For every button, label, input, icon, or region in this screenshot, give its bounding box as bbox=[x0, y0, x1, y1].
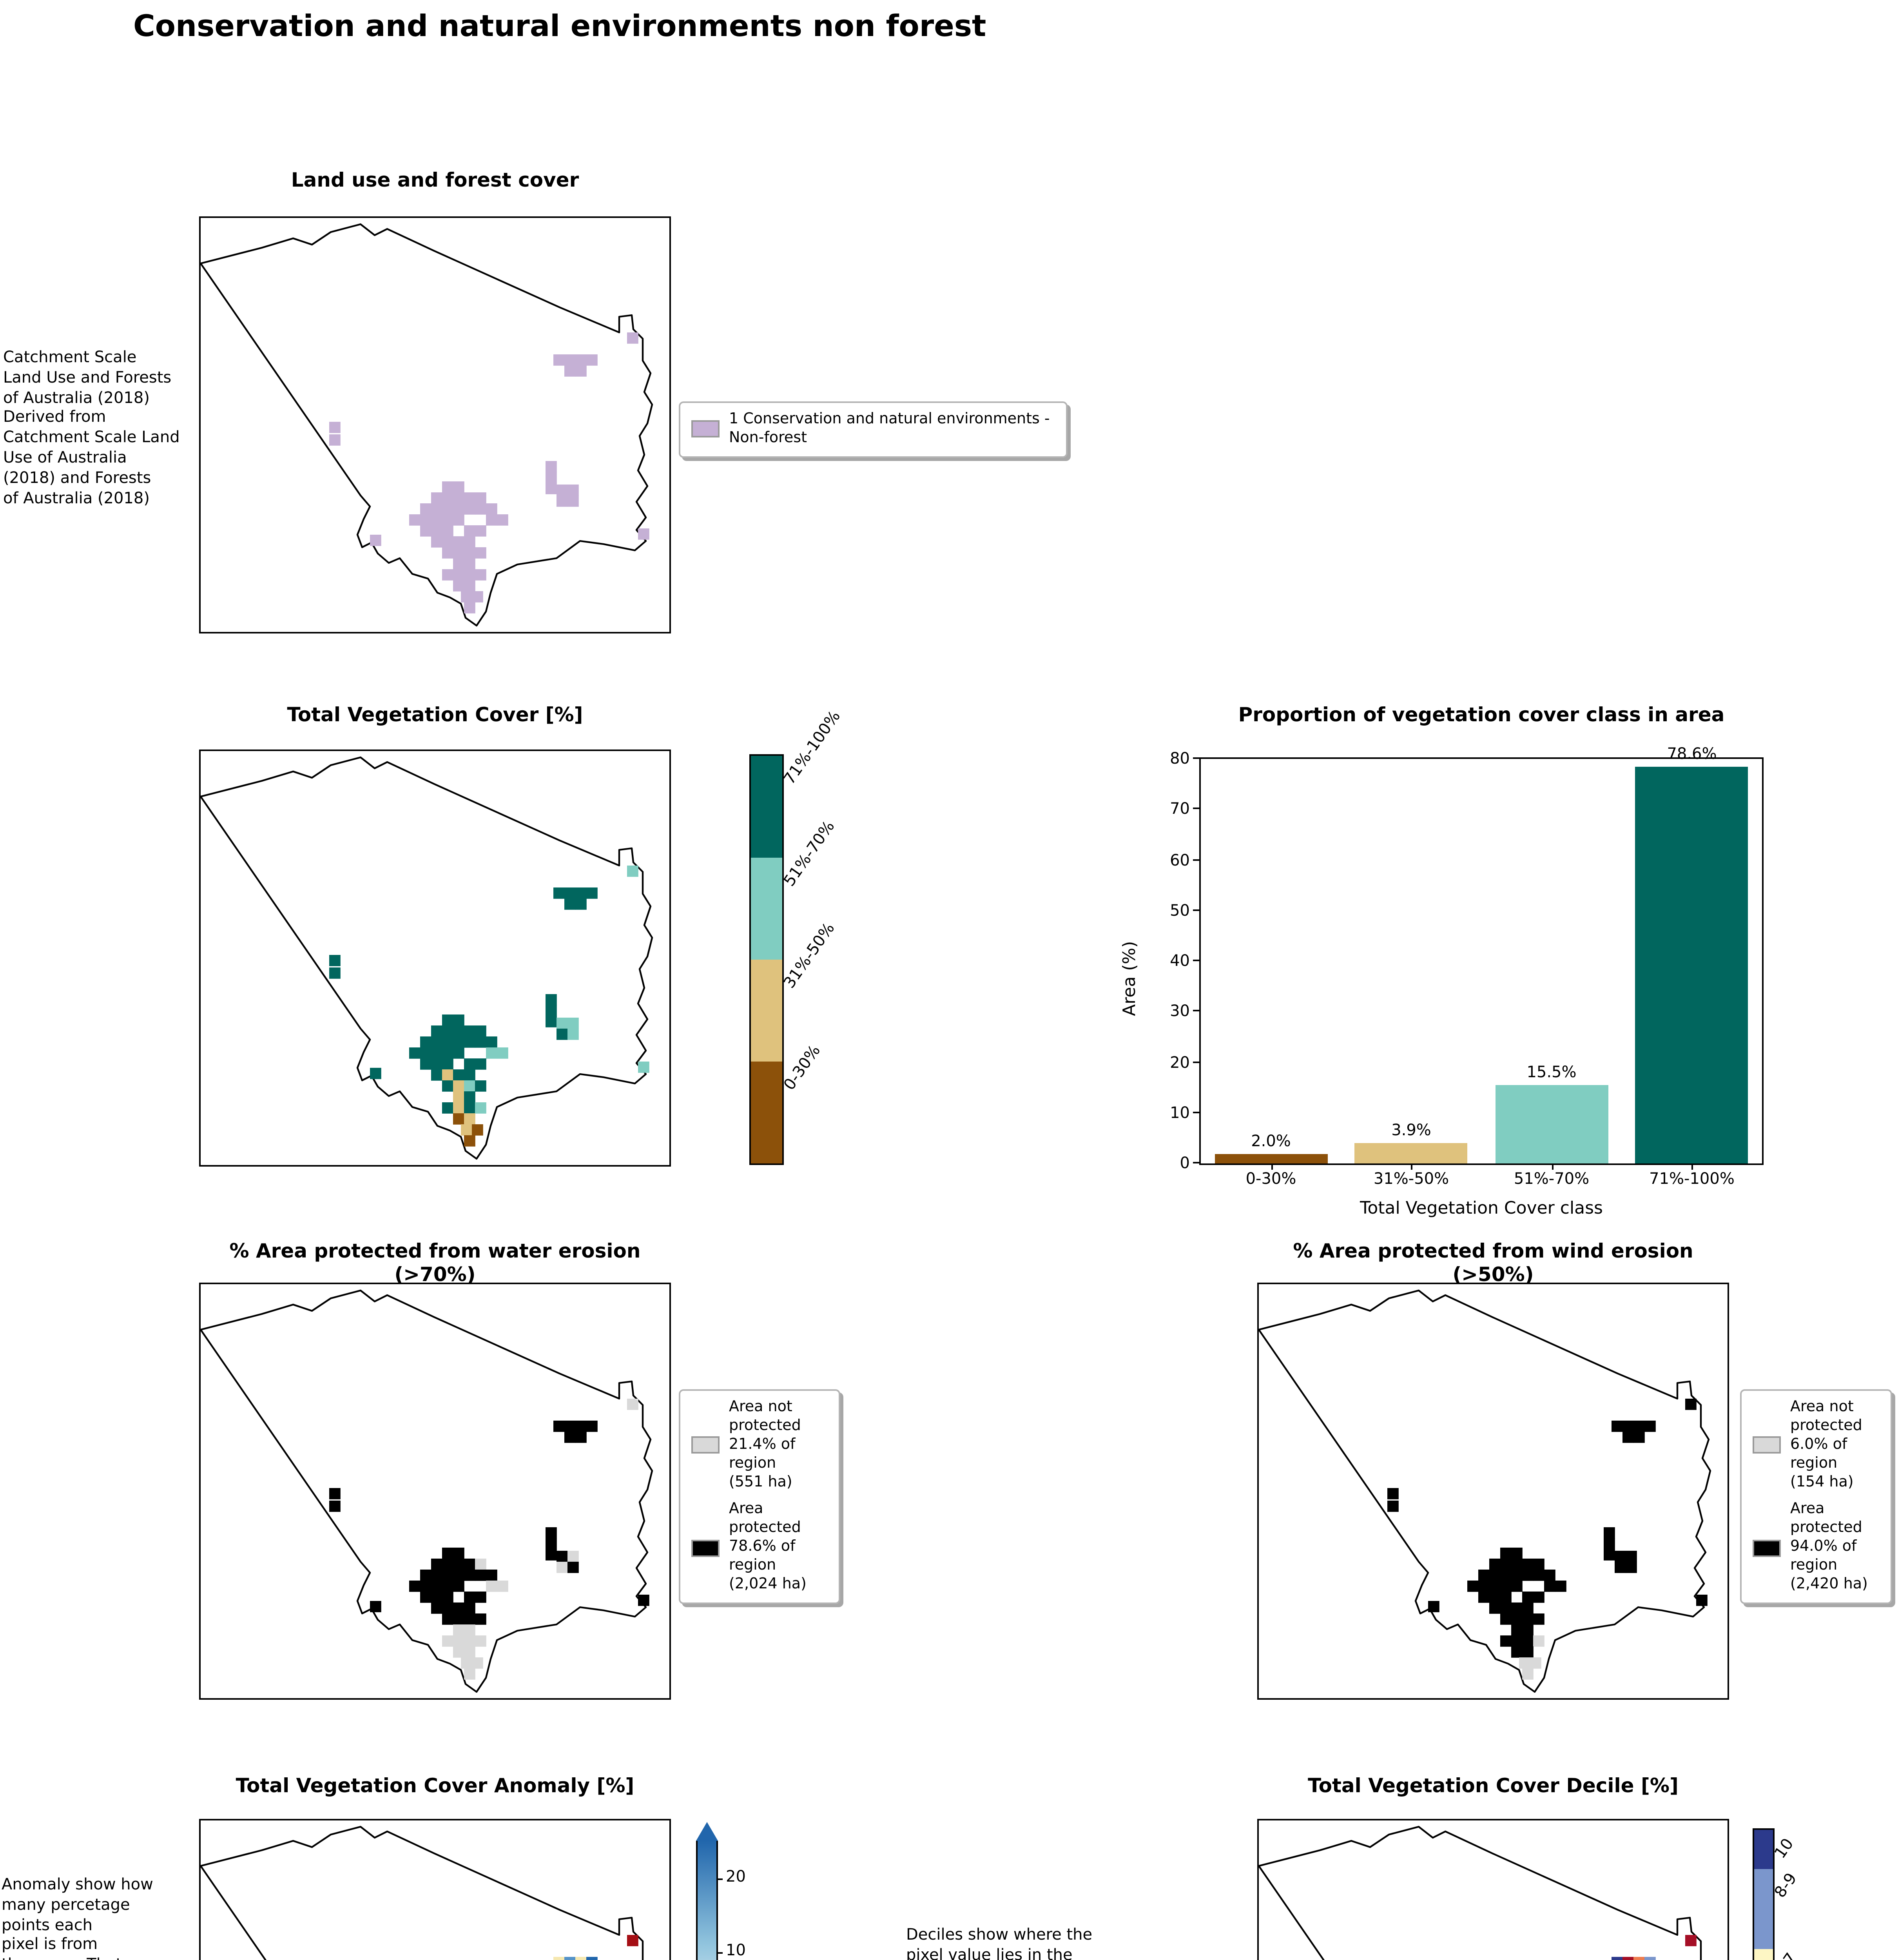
y-tick-mark bbox=[1193, 858, 1201, 860]
colorbar-segment bbox=[751, 858, 782, 960]
water-erosion-legend: Area not protected 21.4% of region (551 … bbox=[679, 1389, 840, 1604]
x-tick-label: 51%-70% bbox=[1514, 1171, 1590, 1189]
anomaly-tick-mark bbox=[716, 1878, 723, 1880]
bar-31%-50% bbox=[1355, 1143, 1468, 1163]
colorbar-label: 4-7 bbox=[1772, 1950, 1801, 1960]
not-protected-label: Area not protected 6.0% of region (154 h… bbox=[1790, 1399, 1862, 1490]
anomaly-tick-mark bbox=[716, 1953, 723, 1955]
y-tick-mark bbox=[1193, 909, 1201, 911]
x-tick-label: 71%-100% bbox=[1649, 1171, 1735, 1189]
bar-71%-100% bbox=[1635, 766, 1748, 1163]
y-tick-mark bbox=[1193, 808, 1201, 809]
bar-value-label: 3.9% bbox=[1391, 1123, 1431, 1141]
decile-colorbar: 108-94-72-31 bbox=[1753, 1828, 1801, 1960]
bar-value-label: 15.5% bbox=[1526, 1065, 1577, 1082]
water-erosion-title: % Area protected from water erosion (>70… bbox=[229, 1239, 641, 1286]
y-tick-mark bbox=[1193, 757, 1201, 759]
colorbar-segment bbox=[1754, 1948, 1773, 1960]
veg-cover-map bbox=[199, 750, 671, 1167]
anomaly-colorbar-arrow-up bbox=[696, 1822, 718, 1841]
legend-entry: 1 Conservation and natural environments … bbox=[691, 411, 1055, 448]
y-tick-label: 30 bbox=[1170, 1004, 1190, 1021]
legend-entry: Area not protected 21.4% of region (551 … bbox=[691, 1399, 828, 1492]
water-erosion-map bbox=[199, 1283, 671, 1700]
colorbar-label: 31%-50% bbox=[781, 920, 839, 992]
protected-label: Area protected 78.6% of region (2,024 ha… bbox=[729, 1501, 807, 1593]
not-protected-label: Area not protected 21.4% of region (551 … bbox=[729, 1399, 801, 1490]
protected-label: Area protected 94.0% of region (2,420 ha… bbox=[1790, 1501, 1868, 1593]
y-tick-mark bbox=[1193, 1111, 1201, 1113]
page-title: Conservation and natural environments no… bbox=[133, 9, 986, 44]
y-tick-mark bbox=[1193, 1061, 1201, 1062]
y-tick-label: 10 bbox=[1170, 1105, 1190, 1122]
decile-title: Total Vegetation Cover Decile [%] bbox=[1308, 1773, 1679, 1797]
y-tick-mark bbox=[1193, 1162, 1201, 1163]
legend-entry: Area protected 94.0% of region (2,420 ha… bbox=[1753, 1501, 1880, 1595]
x-tick-label: 0-30% bbox=[1245, 1171, 1296, 1189]
wind-erosion-legend: Area not protected 6.0% of region (154 h… bbox=[1740, 1389, 1892, 1604]
veg-cover-colorbar: 71%-100% 51%-70% 31%-50% 0-30% bbox=[749, 708, 845, 1165]
veg-cover-title: Total Vegetation Cover [%] bbox=[287, 702, 583, 726]
anomaly-tick-label: 20 bbox=[726, 1869, 746, 1886]
anomaly-colorbar: 20100−10−20 bbox=[696, 1822, 746, 1960]
colorbar-segment bbox=[751, 1062, 782, 1163]
anomaly-map bbox=[199, 1819, 671, 1960]
colorbar-label: 71%-100% bbox=[781, 708, 845, 788]
bar-chart-ylabel: Area (%) bbox=[1119, 941, 1140, 1016]
decile-note: Deciles show where the pixel value lies … bbox=[906, 1927, 1093, 1960]
colorbar-label: 0-30% bbox=[781, 1042, 825, 1094]
landuse-note: Catchment Scale Land Use and Forests of … bbox=[3, 350, 180, 508]
bar-0-30% bbox=[1215, 1153, 1327, 1163]
decile-map bbox=[1257, 1819, 1729, 1960]
not-protected-swatch bbox=[691, 1436, 720, 1454]
wind-erosion-title: % Area protected from wind erosion (>50%… bbox=[1293, 1239, 1693, 1286]
landuse-legend: 1 Conservation and natural environments … bbox=[679, 401, 1068, 457]
bar-plot-area: 0 10 20 30 40 50 60 70 80 2.0% 0-30% 3.9% 31%-50% 15.… bbox=[1170, 746, 1764, 1189]
y-tick-mark bbox=[1193, 960, 1201, 961]
anomaly-colorbar-gradient: 20100−10−20 bbox=[696, 1841, 746, 1960]
y-tick-label: 60 bbox=[1170, 852, 1190, 869]
bar-chart-xlabel: Total Vegetation Cover class bbox=[1360, 1198, 1603, 1218]
landuse-legend-label: 1 Conservation and natural environments … bbox=[729, 411, 1050, 447]
anomaly-title: Total Vegetation Cover Anomaly [%] bbox=[236, 1773, 634, 1797]
colorbar-segment bbox=[1754, 1830, 1773, 1869]
anomaly-note: Anomaly show how many percetage points e… bbox=[2, 1877, 153, 1960]
colorbar-segment bbox=[1754, 1869, 1773, 1949]
not-protected-swatch bbox=[1753, 1436, 1781, 1454]
colorbar-label: 10 bbox=[1772, 1836, 1798, 1862]
legend-entry: Area protected 78.6% of region (2,024 ha… bbox=[691, 1501, 828, 1595]
colorbar-segment bbox=[751, 960, 782, 1062]
y-tick-label: 0 bbox=[1180, 1156, 1190, 1173]
x-tick-mark bbox=[1411, 1163, 1413, 1170]
bar-chart-title: Proportion of vegetation cover class in … bbox=[1238, 702, 1725, 726]
y-tick-label: 40 bbox=[1170, 953, 1190, 971]
protected-swatch bbox=[691, 1539, 720, 1557]
landuse-title: Land use and forest cover bbox=[291, 168, 579, 191]
x-tick-mark bbox=[1552, 1163, 1553, 1170]
y-tick-label: 80 bbox=[1170, 751, 1190, 768]
x-tick-mark bbox=[1692, 1163, 1693, 1170]
bar-51%-70% bbox=[1495, 1085, 1608, 1163]
colorbar-label: 8-9 bbox=[1772, 1871, 1801, 1902]
colorbar-label: 51%-70% bbox=[781, 818, 839, 890]
x-tick-label: 31%-50% bbox=[1373, 1171, 1449, 1189]
y-tick-mark bbox=[1193, 1010, 1201, 1012]
bar-value-label: 78.6% bbox=[1667, 746, 1717, 763]
protected-swatch bbox=[1753, 1539, 1781, 1557]
y-tick-label: 20 bbox=[1170, 1054, 1190, 1072]
legend-entry: Area not protected 6.0% of region (154 h… bbox=[1753, 1399, 1880, 1492]
wind-erosion-map bbox=[1257, 1283, 1729, 1700]
colorbar-segment bbox=[751, 756, 782, 858]
y-tick-label: 70 bbox=[1170, 802, 1190, 819]
x-tick-mark bbox=[1271, 1163, 1273, 1170]
landuse-legend-swatch bbox=[691, 421, 720, 438]
bar-value-label: 2.0% bbox=[1251, 1133, 1291, 1151]
landuse-map bbox=[199, 216, 671, 633]
anomaly-tick-label: 10 bbox=[726, 1943, 746, 1960]
y-tick-label: 50 bbox=[1170, 903, 1190, 920]
